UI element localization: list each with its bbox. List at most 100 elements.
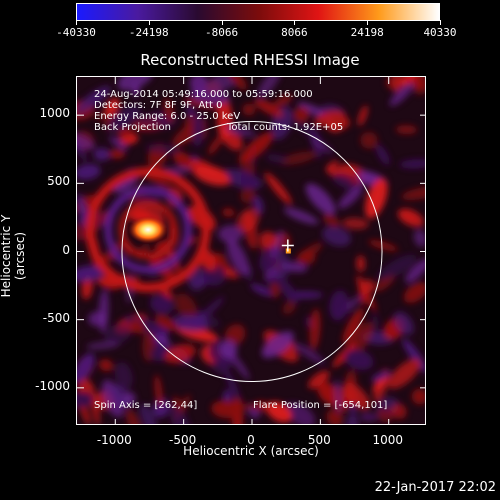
x-tick-label: -1000: [96, 433, 132, 447]
hot-source: [128, 215, 169, 244]
intensity-blob: [250, 283, 273, 297]
intensity-blob: [412, 77, 425, 96]
intensity-blob: [346, 415, 359, 424]
intensity-blob: [342, 308, 364, 344]
intensity-blob: [193, 166, 231, 186]
intensity-blob: [129, 319, 146, 334]
intensity-blob: [154, 374, 163, 408]
intensity-blob: [149, 294, 174, 315]
intensity-blob: [152, 398, 170, 418]
intensity-blob: [293, 106, 310, 123]
y-tick-label: -1000: [35, 378, 70, 393]
intensity-blob: [266, 154, 288, 163]
intensity-blob: [236, 403, 269, 411]
intensity-blob: [118, 127, 134, 141]
intensity-blobs: [77, 77, 425, 424]
intensity-blob: [352, 169, 360, 186]
intensity-blob: [150, 346, 168, 362]
x-axis-label: Heliocentric X (arcsec): [183, 444, 319, 458]
intensity-blob: [77, 163, 101, 180]
intensity-blob: [188, 268, 207, 291]
flare-position-label: Flare Position = [-654,101]: [253, 400, 388, 411]
intensity-blob: [77, 378, 92, 394]
intensity-blob: [326, 409, 343, 424]
intensity-blob: [104, 323, 132, 345]
intensity-blob: [375, 144, 390, 166]
intensity-blob: [77, 131, 95, 150]
intensity-blob: [395, 125, 418, 135]
intensity-blob: [146, 144, 181, 154]
intensity-blob: [405, 258, 425, 283]
x-tick-label: 1000: [372, 433, 403, 447]
intensity-blob: [332, 173, 362, 191]
colorbar-tick-label: -40330: [56, 26, 96, 39]
intensity-blob: [259, 231, 277, 248]
intensity-blob: [334, 379, 342, 414]
image-plot-area: 24-Aug-2014 05:49:16.000 to 05:59:16.000…: [76, 76, 426, 425]
colorbar-tick-label: -8066: [205, 26, 239, 39]
intensity-blob: [114, 362, 133, 390]
colorbar-tick-label: 24198: [350, 26, 384, 39]
intensity-blob: [326, 166, 338, 176]
source-ring: [104, 186, 192, 274]
colorbar-tick-label: 40330: [423, 26, 457, 39]
intensity-blob: [125, 409, 142, 424]
intensity-blob: [411, 388, 425, 405]
intensity-blob: [309, 308, 321, 350]
intensity-blob: [371, 370, 392, 382]
intensity-blob: [240, 132, 274, 163]
intensity-blob: [77, 134, 88, 162]
intensity-blob: [295, 242, 323, 263]
intensity-blob: [378, 254, 417, 281]
intensity-blob: [224, 368, 241, 402]
intensity-blob: [356, 255, 366, 272]
intensity-blob: [99, 359, 113, 372]
intensity-blob: [109, 136, 128, 151]
intensity-blob: [203, 265, 226, 286]
detectors-label: Detectors: 7F 8F 9F, Att 0: [94, 100, 223, 111]
intensity-blob: [376, 407, 393, 423]
intensity-blob: [368, 239, 398, 252]
solar-limb: [121, 120, 383, 383]
x-tick-label: -500: [169, 433, 197, 447]
footer-date: 22-Jan-2017 22:02: [374, 480, 496, 495]
intensity-blob: [338, 186, 363, 209]
intensity-blob: [283, 207, 319, 225]
intensity-blob: [77, 86, 111, 114]
intensity-blob: [322, 226, 351, 247]
intensity-blob: [280, 151, 317, 165]
intensity-blob: [169, 406, 191, 424]
intensity-blob: [330, 114, 350, 130]
chart-title: Reconstructed RHESSI Image: [140, 51, 360, 69]
intensity-blob: [357, 105, 368, 126]
x-tick-label: 500: [307, 433, 331, 447]
intensity-blob: [218, 225, 243, 243]
intensity-blob: [266, 401, 293, 423]
intensity-blob: [401, 186, 425, 201]
intensity-blob: [93, 147, 111, 161]
intensity-blob: [226, 77, 247, 90]
intensity-blob: [77, 265, 105, 282]
colorbar-tick: [294, 20, 296, 25]
intensity-blob: [305, 183, 336, 215]
rhessi-image: [77, 77, 425, 424]
energy-range-label: Energy Range: 6.0 - 25.0 keV: [94, 111, 241, 122]
intensity-blob: [344, 349, 374, 370]
intensity-blob: [86, 341, 120, 350]
intensity-blob: [270, 282, 280, 299]
intensity-blob: [219, 339, 238, 359]
intensity-blob: [155, 314, 178, 331]
intensity-blob: [89, 383, 100, 424]
source-ring: [85, 167, 211, 293]
intensity-blob: [413, 229, 425, 248]
intensity-blob: [372, 313, 379, 331]
intensity-blob: [207, 134, 224, 155]
colorbar-tick: [76, 20, 77, 25]
intensity-blob: [282, 300, 296, 315]
colorbar-tick-label: 8066: [281, 26, 308, 39]
intensity-blob: [389, 82, 414, 107]
source-ring: [119, 200, 178, 259]
intensity-blob: [211, 400, 242, 419]
intensity-blob: [192, 113, 204, 148]
intensity-blob: [332, 341, 356, 368]
